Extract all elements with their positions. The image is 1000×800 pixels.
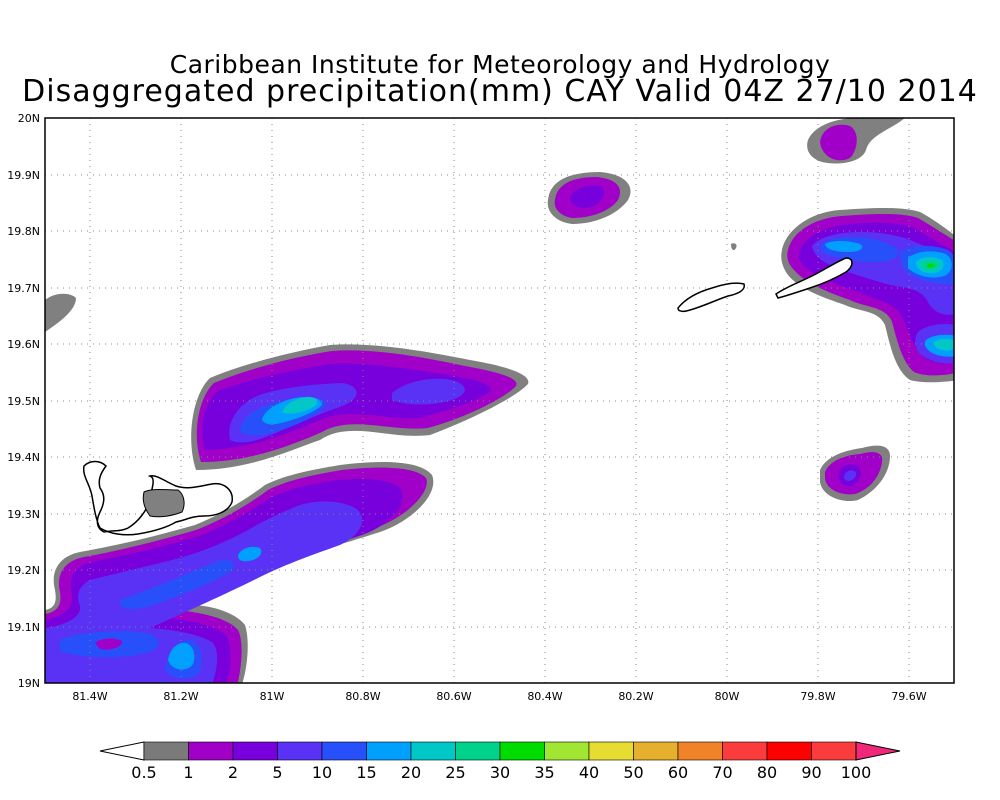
colorbar-swatch [455, 741, 501, 761]
lon-tick: 81.2W [163, 690, 198, 703]
lon-tick: 80.2W [618, 690, 653, 703]
colorbar-label: 1 [183, 763, 193, 782]
colorbar-label: 10 [312, 763, 332, 782]
colorbar-swatches [143, 741, 857, 761]
colorbar-label: 90 [801, 763, 821, 782]
colorbar-swatch [722, 741, 768, 761]
lat-tick: 20N [18, 112, 40, 125]
colorbar-swatch [410, 741, 456, 761]
colorbar-label: 35 [534, 763, 554, 782]
colorbar-label: 15 [356, 763, 376, 782]
colorbar-high-arrow [855, 741, 901, 761]
colorbar-low-arrow [99, 741, 145, 761]
latitude-axis: 20N 19.9N 19.8N 19.7N 19.6N 19.5N 19.4N … [7, 112, 40, 690]
lon-tick: 81W [260, 690, 285, 703]
colorbar-label: 100 [841, 763, 872, 782]
lon-tick: 81.4W [72, 690, 107, 703]
small-islet [731, 243, 737, 251]
page-title: Caribbean Institute for Meteorology and … [169, 50, 831, 79]
lon-tick: 79.6W [891, 690, 926, 703]
lat-tick: 19.5N [7, 395, 40, 408]
little-cayman-island [677, 282, 746, 313]
rain-cell-west-edge [45, 293, 76, 332]
lon-tick: 79.8W [800, 690, 835, 703]
map-frame [44, 117, 955, 684]
colorbar-swatch [677, 741, 723, 761]
rain-cell-southeast [820, 445, 890, 502]
colorbar-label: 0.5 [131, 763, 156, 782]
colorbar-swatch [811, 741, 857, 761]
lat-tick: 19N [18, 677, 40, 690]
colorbar-label: 30 [490, 763, 510, 782]
map-subtitle: Disaggregated precipitation(mm) CAY Vali… [22, 74, 978, 109]
colorbar-swatch [588, 741, 634, 761]
colorbar-label: 5 [272, 763, 282, 782]
colorbar-label: 80 [757, 763, 777, 782]
colorbar-swatch [499, 741, 545, 761]
colorbar-swatch [321, 741, 367, 761]
colorbar-labels: 0.5 1 2 5 10 15 20 25 30 35 40 50 60 70 80 90 100 [131, 763, 871, 782]
colorbar-swatch [544, 741, 590, 761]
lat-tick: 19.2N [7, 564, 40, 577]
rain-band-central [191, 344, 529, 470]
colorbar-swatch [766, 741, 812, 761]
colorbar-swatch [366, 741, 412, 761]
precipitation-field [45, 118, 954, 683]
rain-cell-northeast [807, 118, 905, 164]
lat-tick: 19.7N [7, 282, 40, 295]
colorbar-swatch [143, 741, 189, 761]
grand-cayman-island [82, 460, 233, 536]
colorbar-label: 20 [401, 763, 421, 782]
colorbar-swatch [633, 741, 679, 761]
colorbar-label: 25 [445, 763, 465, 782]
lat-tick: 19.6N [7, 338, 40, 351]
colorbar-label: 2 [228, 763, 238, 782]
colorbar-label: 60 [668, 763, 688, 782]
rain-cluster-east [781, 208, 954, 383]
colorbar-label: 70 [712, 763, 732, 782]
cayman-brac-island [775, 257, 853, 299]
longitude-axis: 81.4W 81.2W 81W 80.8W 80.6W 80.4W 80.2W … [72, 690, 926, 703]
colorbar-swatch [277, 741, 323, 761]
lon-tick: 80.4W [527, 690, 562, 703]
map-gridlines [45, 118, 954, 683]
colorbar-label: 50 [623, 763, 643, 782]
colorbar-swatch [188, 741, 234, 761]
rain-cell-north [547, 172, 631, 224]
lat-tick: 19.9N [7, 169, 40, 182]
lon-tick: 80W [715, 690, 740, 703]
lon-tick: 80.8W [345, 690, 380, 703]
lat-tick: 19.1N [7, 621, 40, 634]
lat-tick: 19.4N [7, 451, 40, 464]
colorbar-legend: 0.5 1 2 5 10 15 20 25 30 35 40 50 60 70 80 90 100 [99, 741, 901, 782]
rain-band-southwest [45, 462, 434, 683]
lat-tick: 19.8N [7, 225, 40, 238]
lon-tick: 80.6W [436, 690, 471, 703]
colorbar-label: 40 [579, 763, 599, 782]
colorbar-swatch [232, 741, 278, 761]
lat-tick: 19.3N [7, 508, 40, 521]
